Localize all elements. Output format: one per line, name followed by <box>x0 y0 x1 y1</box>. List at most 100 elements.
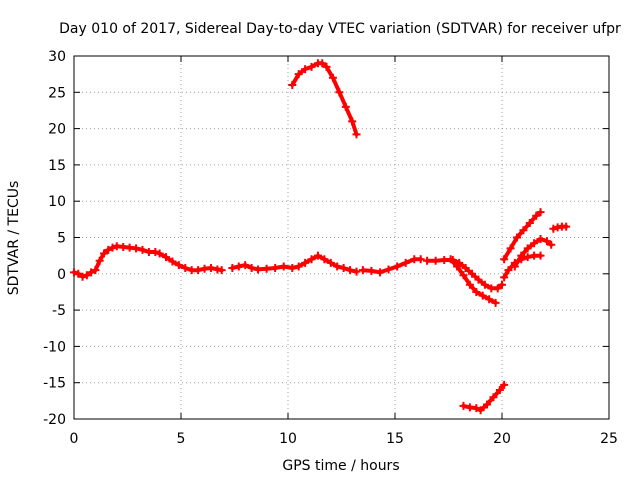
data-point <box>168 257 177 266</box>
data-point <box>536 251 545 260</box>
data-point <box>474 275 483 284</box>
data-point <box>108 243 117 252</box>
data-point <box>446 255 455 264</box>
data-point <box>523 244 532 253</box>
data-point <box>547 240 556 249</box>
data-point <box>461 263 470 272</box>
data-point <box>480 280 489 289</box>
y-tick-label: -5 <box>52 303 66 319</box>
data-point <box>483 400 492 409</box>
data-point <box>376 268 385 277</box>
y-tick-label: 0 <box>57 267 66 283</box>
data-point <box>510 262 519 271</box>
data-point <box>194 266 203 275</box>
series-arc-2 <box>228 251 361 276</box>
data-point <box>307 62 316 71</box>
data-point <box>151 248 160 257</box>
x-tick-label: 10 <box>279 431 297 447</box>
data-point <box>104 245 113 254</box>
x-tick-label: 5 <box>177 431 186 447</box>
data-point <box>506 244 515 253</box>
data-point <box>465 280 474 289</box>
data-point <box>99 249 108 258</box>
data-point <box>318 59 327 68</box>
y-tick-label: 20 <box>48 122 66 138</box>
data-point <box>307 255 316 264</box>
series-arc-8 <box>500 208 545 264</box>
data-point <box>431 256 440 265</box>
data-point <box>367 266 376 275</box>
data-point <box>74 269 83 278</box>
data-point <box>453 262 462 271</box>
data-point <box>174 261 183 270</box>
data-point <box>333 262 342 271</box>
data-point <box>91 266 100 275</box>
data-point <box>87 268 96 277</box>
data-point <box>485 295 494 304</box>
data-point <box>459 271 468 280</box>
y-tick-label: 25 <box>48 85 66 101</box>
y-axis-title: SDTVAR / TECUs <box>6 181 22 296</box>
y-tick-label: -20 <box>43 412 66 428</box>
y-tick-label: 5 <box>57 231 66 247</box>
data-point <box>95 256 104 265</box>
data-point <box>512 233 521 242</box>
data-point <box>500 380 509 389</box>
data-point <box>352 130 361 139</box>
data-point <box>181 263 190 272</box>
data-point <box>489 393 498 402</box>
y-tick-label: -10 <box>43 339 66 355</box>
data-point <box>162 253 171 262</box>
data-point <box>132 244 141 253</box>
data-point <box>254 265 263 274</box>
data-point <box>536 234 545 243</box>
data-point <box>322 62 331 71</box>
data-point <box>206 263 215 272</box>
data-point <box>328 73 337 82</box>
data-point <box>262 264 271 273</box>
data-point <box>288 81 297 90</box>
data-point <box>301 65 310 74</box>
data-point <box>82 271 91 280</box>
data-point <box>468 269 477 278</box>
data-point <box>500 255 509 264</box>
data-point <box>271 263 280 272</box>
x-tick-label: 15 <box>386 431 404 447</box>
y-tick-label: -15 <box>43 376 66 392</box>
data-point <box>495 385 504 394</box>
data-point <box>493 284 502 293</box>
data-point <box>78 272 87 281</box>
data-point <box>341 102 350 111</box>
data-point <box>326 258 335 267</box>
data-point <box>491 298 500 307</box>
data-point <box>517 251 526 260</box>
data-point <box>562 222 571 231</box>
data-point <box>525 218 534 227</box>
data-point <box>504 266 513 275</box>
data-point <box>393 262 402 271</box>
data-point <box>459 401 468 410</box>
x-tick-label: 25 <box>600 431 618 447</box>
chart-title: Day 010 of 2017, Sidereal Day-to-day VTE… <box>59 21 621 37</box>
x-tick-label: 0 <box>70 431 79 447</box>
data-point <box>532 211 541 220</box>
data-point <box>500 273 509 282</box>
data-point <box>530 239 539 248</box>
data-point <box>472 287 481 296</box>
data-point <box>234 262 243 271</box>
x-tick-label: 20 <box>493 431 511 447</box>
series-arc-4 <box>288 59 361 139</box>
data-point <box>519 226 528 235</box>
data-point <box>401 258 410 267</box>
x-axis-title: GPS time / hours <box>282 458 399 474</box>
y-tick-label: 15 <box>48 158 66 174</box>
data-point <box>301 258 310 267</box>
series-arc-7 <box>459 380 509 415</box>
series-arc-10 <box>510 234 556 271</box>
y-tick-label: 30 <box>48 49 66 65</box>
data-point <box>498 280 506 289</box>
data-point <box>358 266 367 275</box>
data-point <box>339 263 348 272</box>
data-point <box>228 263 237 272</box>
